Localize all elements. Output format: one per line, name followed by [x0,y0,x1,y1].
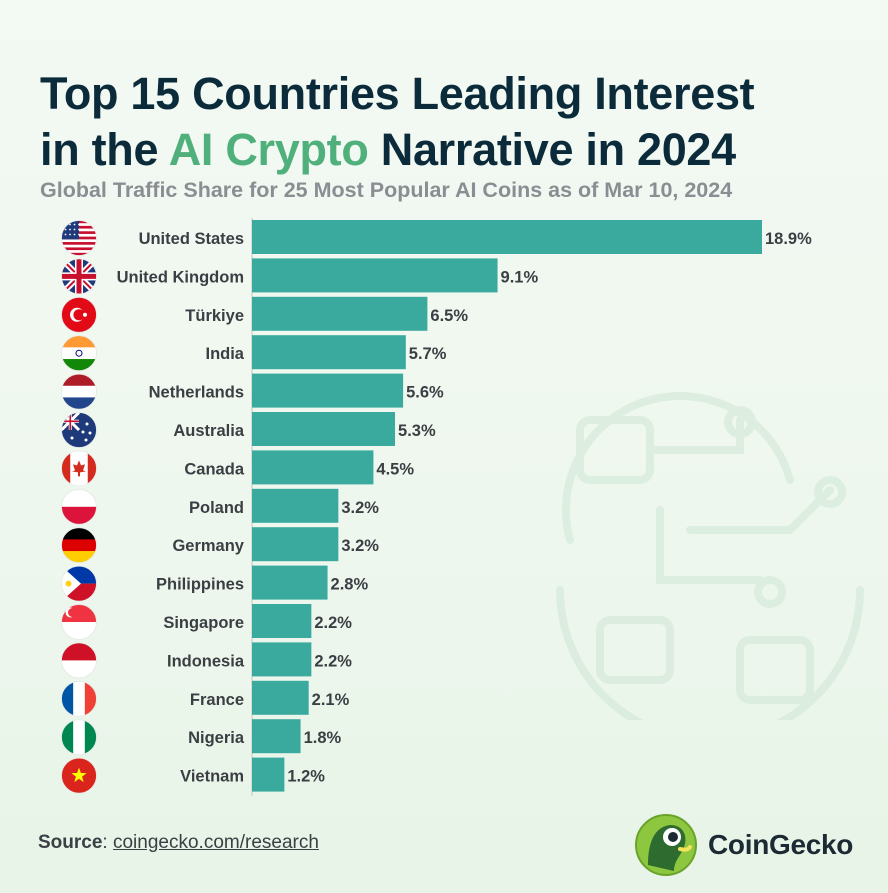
chart-row: Netherlands 5.6% [61,373,444,410]
germany-flag-icon [61,527,97,564]
title-line-2-pre: in the [40,124,169,175]
value-label: 3.2% [341,537,379,555]
bar [252,757,285,792]
nigeria-flag-icon [61,719,97,756]
bar [252,220,762,254]
bar [252,488,339,523]
poland-flag-icon [61,488,97,525]
india-flag-icon [61,335,97,372]
value-label: 6.5% [430,307,468,325]
chart-subtitle: Global Traffic Share for 25 Most Popular… [40,178,733,202]
category-label: Philippines [156,576,244,594]
category-label: Germany [172,537,244,555]
category-label: United Kingdom [117,268,244,286]
title-line-2-post: Narrative in 2024 [368,124,736,175]
category-label: Canada [184,460,244,478]
bar [252,680,309,715]
bar [252,642,312,677]
chart-row: Poland 3.2% [61,488,379,525]
chart-row: Singapore 2.2% [61,604,352,640]
chart-row: Nigeria 1.8% [61,719,342,756]
value-label: 5.7% [409,345,447,363]
source-label: Source [38,832,103,853]
chart-row: United Kingdom 9.1% [61,258,539,295]
category-label: Poland [189,499,244,517]
bar [252,296,428,331]
turkey-flag-icon [61,296,97,333]
chart-row: Australia 5.3% [61,412,436,448]
value-label: 5.6% [406,384,444,402]
canada-flag-icon [61,450,97,487]
chart-row: Türkiye 6.5% [61,296,468,333]
value-label: 4.5% [376,460,414,478]
singapore-flag-icon [61,604,97,640]
title-line-2: in the AI Crypto Narrative in 2024 [40,122,860,178]
bar [252,719,301,754]
us-flag-icon [61,220,97,256]
bar [252,565,328,600]
uk-flag-icon [61,258,97,295]
value-label: 3.2% [341,499,379,517]
value-label: 2.2% [314,614,352,632]
chart-row: Vietnam 1.2% [61,757,325,794]
category-label: Indonesia [167,652,245,670]
chart-row: Canada 4.5% [61,450,414,487]
chart-row: France 2.1% [61,680,350,717]
category-label: United States [139,230,244,248]
value-label: 9.1% [501,268,539,286]
vietnam-flag-icon [61,757,97,794]
source-separator: : [102,832,113,853]
australia-flag-icon [61,412,97,448]
title-line-1: Top 15 Countries Leading Interest [40,68,755,119]
value-label: 1.2% [287,768,325,786]
indonesia-flag-icon [61,642,97,679]
philippines-flag-icon [61,565,97,602]
france-flag-icon [61,680,97,717]
brand: CoinGecko [634,814,874,876]
chart-row: Germany 3.2% [61,527,379,564]
source-link[interactable]: coingecko.com/research [112,832,319,853]
bar [252,258,498,293]
brand-name: CoinGecko [708,829,854,860]
bar [252,412,396,446]
category-label: Singapore [163,614,244,632]
category-label: Vietnam [180,768,244,786]
category-label: Australia [173,422,244,440]
category-label: Nigeria [188,729,245,747]
chart-row: Indonesia 2.2% [61,642,352,679]
source-note: Source: coingecko.com/research [38,832,319,854]
value-label: 18.9% [765,230,812,248]
bar [252,604,312,638]
category-label: India [205,345,244,363]
value-label: 5.3% [398,422,436,440]
category-label: Türkiye [185,307,244,325]
value-label: 2.1% [312,691,350,709]
value-label: 2.2% [314,652,352,670]
category-label: France [190,691,244,709]
chart-row: India 5.7% [61,335,447,372]
bar [252,373,404,408]
chart-title: Top 15 Countries Leading Interest in the… [40,66,860,178]
bar [252,527,339,562]
coingecko-logo-icon [635,814,697,876]
bar [252,450,374,485]
value-label: 1.8% [304,729,342,747]
value-label: 2.8% [331,576,369,594]
title-highlight: AI Crypto [168,124,369,175]
chart-row: United States 18.9% [61,220,812,256]
chart-row: Philippines 2.8% [61,565,369,602]
netherlands-flag-icon [61,373,97,410]
background-circuit-illustration [556,391,864,720]
category-label: Netherlands [149,384,244,402]
bar [252,335,406,370]
